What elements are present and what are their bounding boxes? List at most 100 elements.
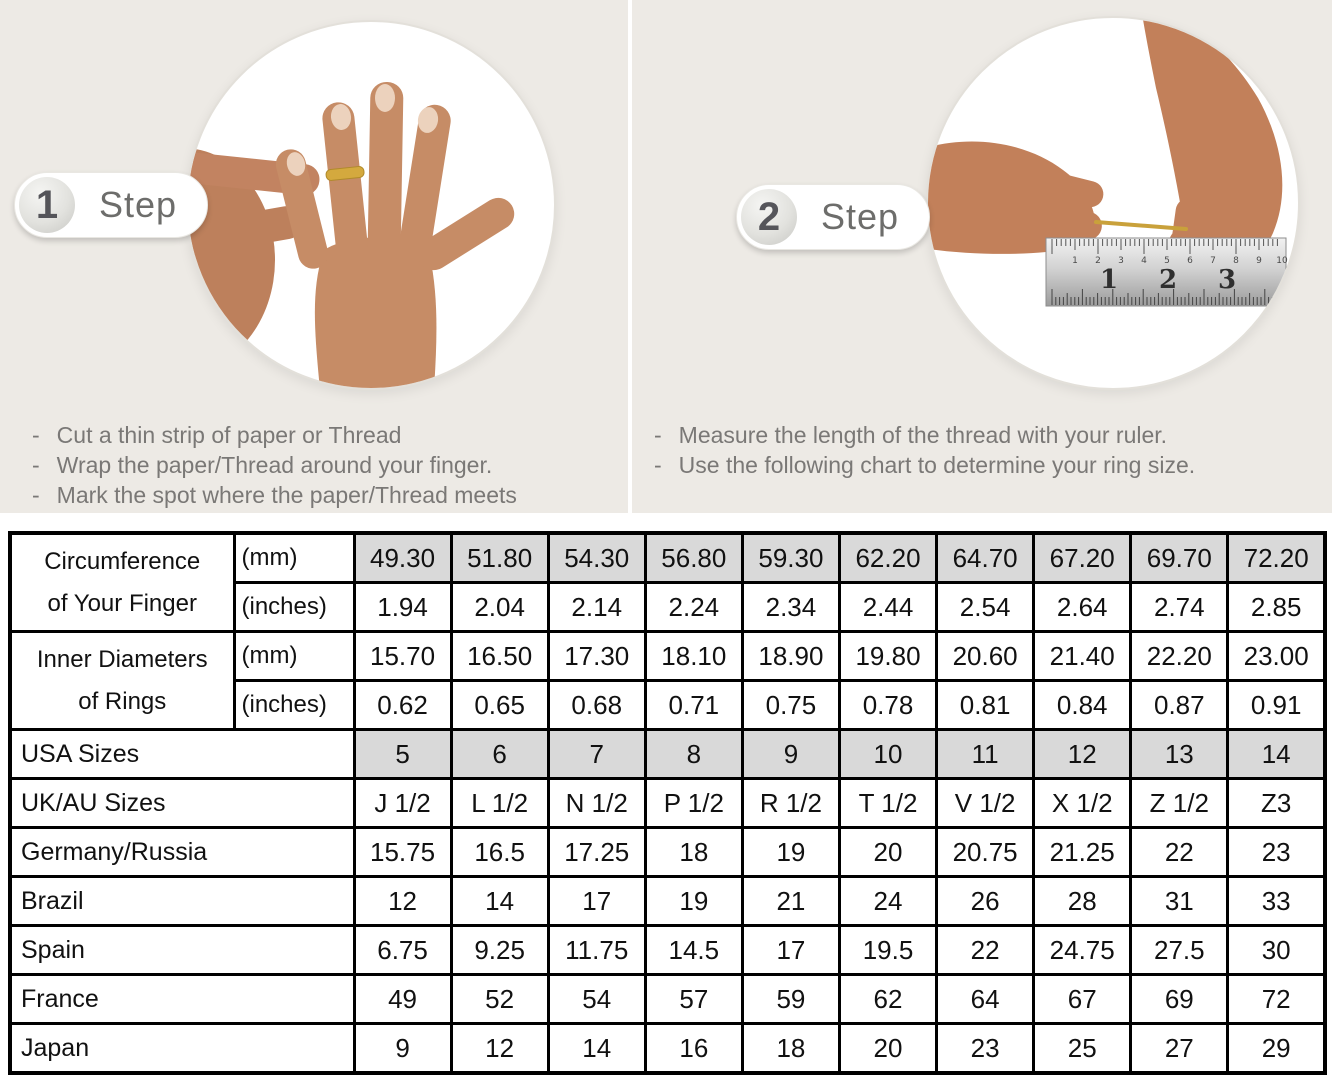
value-cell: 2.24 — [643, 581, 744, 633]
value-cell: 20.75 — [935, 826, 1036, 878]
table-row: (inches) 0.62 0.65 0.68 0.71 0.75 0.78 0.81 0.84… — [10, 679, 1327, 731]
value-cell: 26 — [935, 875, 1036, 927]
group-label-line: of Your Finger — [47, 589, 197, 617]
unit-cell: (mm) — [232, 531, 356, 584]
row-label-cell: France — [8, 973, 356, 1025]
value-cell: 6.75 — [352, 924, 453, 976]
value-cell: 2.64 — [1032, 581, 1133, 633]
ruler-cm-number: 5 — [1164, 256, 1170, 266]
value-cell: 12 — [1032, 728, 1133, 780]
value-cell: 20 — [837, 1022, 939, 1075]
value-cell: 0.87 — [1129, 679, 1230, 731]
step1-label: Step — [99, 184, 178, 225]
ruler-cm-number: 9 — [1256, 256, 1262, 266]
ruler-cm-number: 4 — [1141, 256, 1147, 266]
instruction-item: Cut a thin strip of paper or Thread — [32, 420, 517, 450]
value-cell: 15.70 — [352, 630, 453, 682]
value-cell: 0.62 — [352, 679, 453, 731]
value-cell: 16.5 — [449, 826, 550, 878]
value-cell: 0.78 — [837, 679, 939, 731]
value-cell: 13 — [1129, 728, 1230, 780]
group-label-line: of Rings — [78, 687, 167, 715]
value-cell: 11.75 — [546, 924, 647, 976]
value-cell: J 1/2 — [352, 777, 453, 829]
value-cell: 19.5 — [837, 924, 939, 976]
ruler-number-3: 3 — [1218, 265, 1236, 295]
value-cell: N 1/2 — [546, 777, 647, 829]
value-cell: 67 — [1032, 973, 1133, 1025]
step2-instructions: Measure the length of the thread with yo… — [654, 420, 1195, 480]
value-cell: 51.80 — [449, 531, 550, 584]
value-cell: 2.74 — [1129, 581, 1230, 633]
instruction-item: Measure the length of the thread with yo… — [654, 420, 1195, 450]
value-cell: 19.80 — [837, 630, 939, 682]
ruler-cm-number: 10 — [1276, 256, 1288, 266]
gold-thread — [1094, 220, 1188, 231]
value-cell: 0.84 — [1032, 679, 1133, 731]
value-cell: 33 — [1226, 875, 1327, 927]
table-row: Inner Diameters of Rings (mm) 15.70 16.50 17.… — [8, 630, 1327, 731]
value-cell: P 1/2 — [643, 777, 744, 829]
value-cell: 64 — [935, 973, 1036, 1025]
value-cell: 14.5 — [643, 924, 744, 976]
value-cell: 62.20 — [837, 531, 939, 584]
value-cell: 62 — [837, 973, 939, 1025]
table-row: UK/AU Sizes J 1/2 L 1/2 N 1/2 P 1/2 R 1/2 T 1/… — [8, 777, 1327, 829]
value-cell: 16.50 — [449, 630, 550, 682]
value-cell: 23 — [935, 1022, 1036, 1075]
value-cell: 14 — [546, 1022, 647, 1075]
value-cell: 57 — [643, 973, 744, 1025]
value-cell: 16 — [643, 1022, 744, 1075]
table-row: Japan 9 12 14 16 18 20 23 25 27 29 — [8, 1022, 1327, 1075]
value-cell: 67.20 — [1032, 531, 1133, 584]
table-row: Circumference of Your Finger (mm) 49.30 51.8… — [8, 531, 1327, 633]
group-label-cell: Circumference of Your Finger — [8, 531, 236, 633]
value-cell: 0.65 — [449, 679, 550, 731]
step2-badge: 2 Step — [736, 184, 931, 250]
value-cell: 52 — [449, 973, 550, 1025]
gold-ring — [325, 166, 365, 181]
instruction-section: 1 Step Cut a thin strip of paper or Thre… — [0, 0, 1332, 513]
value-cell: T 1/2 — [837, 777, 939, 829]
value-cell: 14 — [1226, 728, 1327, 780]
value-cell: 21.25 — [1032, 826, 1133, 878]
value-cell: 22 — [935, 924, 1036, 976]
value-cell: 29 — [1226, 1022, 1327, 1075]
value-cell: 18.10 — [643, 630, 744, 682]
table-row: Germany/Russia 15.75 16.5 17.25 18 19 20 20.75 2… — [8, 826, 1327, 878]
value-cell: 69 — [1129, 973, 1230, 1025]
ruler-cm-number: 1 — [1072, 256, 1078, 266]
value-cell: 24.75 — [1032, 924, 1133, 976]
group-label-line: Inner Diameters — [36, 645, 208, 673]
value-cell: 18 — [740, 1022, 841, 1075]
value-cell: 23.00 — [1226, 630, 1327, 682]
ruler-cm-number: 8 — [1233, 256, 1239, 266]
value-cell: 27 — [1129, 1022, 1230, 1075]
value-cell: 21 — [740, 875, 841, 927]
value-cell: 2.34 — [740, 581, 841, 633]
value-cell: 12 — [352, 875, 453, 927]
value-cell: 25 — [1032, 1022, 1133, 1075]
table-row: Spain 6.75 9.25 11.75 14.5 17 19.5 22 24.75 27.5 3… — [8, 924, 1327, 976]
value-cell: 0.75 — [740, 679, 841, 731]
instruction-item: Mark the spot where the paper/Thread mee… — [32, 480, 517, 510]
value-cell: 15.75 — [352, 826, 453, 878]
value-cell: 2.04 — [449, 581, 550, 633]
value-cell: 28 — [1032, 875, 1133, 927]
value-cell: 2.14 — [546, 581, 647, 633]
row-label-cell: Brazil — [8, 875, 356, 927]
ruler-cm-number: 3 — [1118, 256, 1124, 266]
row-label-cell: UK/AU Sizes — [8, 777, 356, 829]
row-label-cell: Japan — [8, 1022, 356, 1075]
value-cell: R 1/2 — [740, 777, 841, 829]
value-cell: 1.94 — [352, 581, 453, 633]
value-cell: 12 — [449, 1022, 550, 1075]
row-label-cell: USA Sizes — [8, 728, 356, 780]
hands-measuring-thread-photo: 1 2 3 4 5 6 7 8 9 10 1 2 3 — [928, 18, 1288, 307]
size-table-body: Circumference of Your Finger (mm) 49.30 51.8… — [8, 531, 1327, 1075]
value-cell: 22 — [1129, 826, 1230, 878]
value-cell: 17 — [740, 924, 841, 976]
step2-number-badge: 2 — [741, 189, 797, 245]
value-cell: 6 — [449, 728, 550, 780]
value-cell: 0.81 — [935, 679, 1036, 731]
